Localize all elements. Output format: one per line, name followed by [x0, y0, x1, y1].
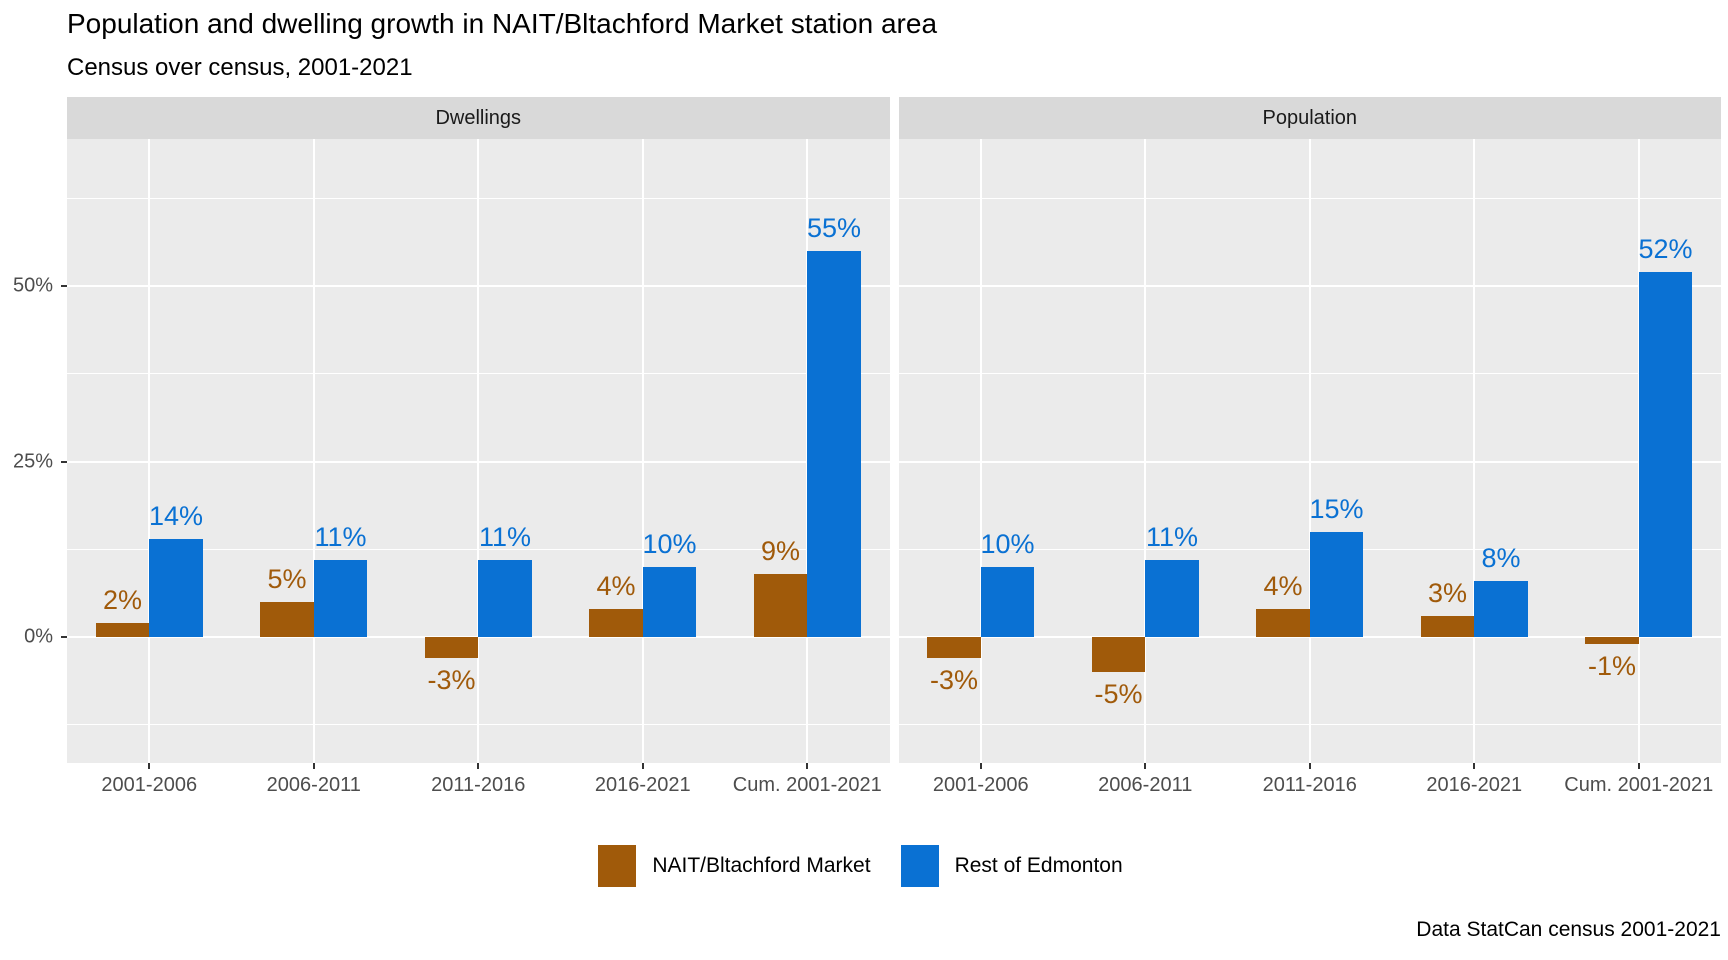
y-tick-label: 25%: [12, 450, 53, 473]
x-tick-label: 2011-2016: [1262, 774, 1357, 796]
x-tick-label: 2006-2011: [1098, 774, 1193, 796]
bar-value-label: 11%: [314, 521, 367, 552]
y-tick-label: 50%: [12, 274, 53, 297]
bar-value-label: 55%: [806, 213, 861, 244]
bar-value-label: -1%: [1588, 650, 1637, 681]
x-tick-mark: [148, 763, 151, 769]
bar-value-label: -5%: [1094, 678, 1143, 709]
gridline-major-v: [477, 139, 480, 763]
bar-value-label: 8%: [1481, 542, 1521, 573]
panel-dwellings: 2% 14% 5% 11% -3% 11% 4% 10% 9% 55%: [67, 139, 890, 763]
legend-label-rest: Rest of Edmonton: [954, 854, 1123, 877]
legend-label-nait: NAIT/Bltachford Market: [652, 854, 871, 877]
y-tick-label: 0%: [24, 625, 53, 648]
x-tick-mark: [641, 763, 644, 769]
x-tick-mark: [477, 763, 480, 769]
bar-value-label: -3%: [427, 664, 476, 695]
bar-value-label: 10%: [980, 528, 1035, 559]
gridline-major-v: [1144, 139, 1147, 763]
bar-value-label: 11%: [1145, 521, 1198, 552]
legend-item-rest: Rest of Edmonton: [900, 845, 1123, 887]
bar-value-label: 10%: [642, 528, 697, 559]
x-tick-label: 2016-2021: [594, 774, 691, 796]
bar-nait-2011-2016: [1256, 608, 1310, 637]
chart-title: Population and dwelling growth in NAIT/B…: [67, 8, 938, 39]
bar-rest-2006-2011: [1145, 559, 1199, 637]
bar-nait-2016-2021: [589, 608, 643, 637]
x-tick-label: 2001-2006: [932, 774, 1029, 796]
x-tick-label: 2011-2016: [431, 774, 526, 796]
chart-caption: Data StatCan census 2001-2021: [1416, 918, 1721, 941]
x-tick-mark: [1473, 763, 1476, 769]
x-tick-mark: [1144, 763, 1147, 769]
x-tick-label: 2001-2006: [101, 774, 198, 796]
bar-nait-2006-2011: [1091, 636, 1146, 672]
bar-rest-2001-2006: [149, 538, 203, 637]
bar-value-label: 9%: [761, 535, 801, 566]
bar-value-label: 15%: [1309, 493, 1364, 524]
bar-rest-Cum. 2001-2021: [1638, 272, 1693, 637]
bar-rest-2011-2016: [478, 559, 532, 637]
bar-rest-2011-2016: [1309, 531, 1364, 637]
legend-item-nait: NAIT/Bltachford Market: [598, 845, 871, 887]
legend-swatch-nait: [598, 845, 637, 887]
bar-value-label: 5%: [267, 563, 307, 594]
facet-strip-label: Population: [898, 97, 1721, 139]
gridline-major-v: [148, 139, 151, 763]
x-tick-mark: [806, 763, 809, 769]
gridline-major-v: [979, 139, 982, 763]
facet-population: Population -3% 10% -5% 11% 4% 15% 3% 8% -1% 52% 200…: [898, 97, 1722, 815]
bar-nait-2001-2006: [927, 636, 981, 658]
facet-strip-label: Dwellings: [67, 97, 890, 139]
bar-value-label: 2%: [103, 584, 143, 615]
gridline-major-v: [641, 139, 644, 763]
x-tick-mark: [1308, 763, 1311, 769]
x-tick-mark: [979, 763, 982, 769]
x-tick-mark: [1637, 763, 1640, 769]
bar-nait-2001-2006: [95, 622, 150, 637]
bar-value-label: 4%: [1263, 570, 1303, 601]
bar-value-label: 3%: [1428, 577, 1468, 608]
legend: NAIT/Bltachford Market Rest of Edmonton: [0, 845, 1721, 887]
y-axis: 0% 25% 50%: [0, 139, 67, 763]
x-tick-mark: [312, 763, 315, 769]
bar-value-label: 4%: [596, 570, 636, 601]
bar-rest-2006-2011: [313, 559, 368, 637]
gridline-major-v: [312, 139, 315, 763]
bar-nait-Cum. 2001-2021: [753, 573, 808, 637]
x-tick-label: 2016-2021: [1426, 774, 1523, 796]
x-tick-label: Cum. 2001-2021: [732, 774, 882, 796]
bar-nait-2006-2011: [260, 601, 314, 637]
bar-value-label: -3%: [930, 664, 979, 695]
y-tick-mark: [61, 285, 67, 288]
panel-population: -3% 10% -5% 11% 4% 15% 3% 8% -1% 52%: [898, 139, 1721, 763]
bar-rest-2016-2021: [1474, 580, 1528, 637]
bar-rest-2001-2006: [980, 566, 1035, 637]
y-tick-mark: [61, 460, 67, 463]
x-axis-dwellings: 2001-2006 2006-2011 2011-2016 2016-2021 Cum.…: [67, 763, 890, 815]
bar-nait-2016-2021: [1420, 615, 1475, 637]
bar-nait-2011-2016: [424, 636, 479, 658]
y-tick-mark: [61, 635, 67, 638]
gridline-major-v: [1308, 139, 1311, 763]
bar-nait-Cum. 2001-2021: [1585, 636, 1639, 644]
bar-value-label: 14%: [148, 500, 203, 531]
bar-rest-Cum. 2001-2021: [807, 251, 861, 637]
x-tick-label: Cum. 2001-2021: [1564, 774, 1714, 796]
bar-value-label: 11%: [478, 521, 531, 552]
plot-area: 0% 25% 50% Dwellings 2% 14% 5% 11% -3% 11% 4% 10% 9…: [0, 97, 1721, 815]
facet-dwellings: Dwellings 2% 14% 5% 11% -3% 11% 4% 10% 9% 55% 2001-…: [67, 97, 890, 815]
x-axis-population: 2001-2006 2006-2011 2011-2016 2016-2021 Cum.…: [899, 763, 1722, 815]
bar-value-label: 52%: [1638, 234, 1693, 265]
legend-swatch-rest: [900, 845, 939, 887]
chart-subtitle: Census over census, 2001-2021: [67, 54, 413, 81]
x-tick-label: 2006-2011: [266, 774, 361, 796]
gridline-major-v: [1473, 139, 1476, 763]
facet-panels: Dwellings 2% 14% 5% 11% -3% 11% 4% 10% 9% 55% 2001-…: [67, 97, 1721, 815]
bar-rest-2016-2021: [642, 566, 697, 637]
